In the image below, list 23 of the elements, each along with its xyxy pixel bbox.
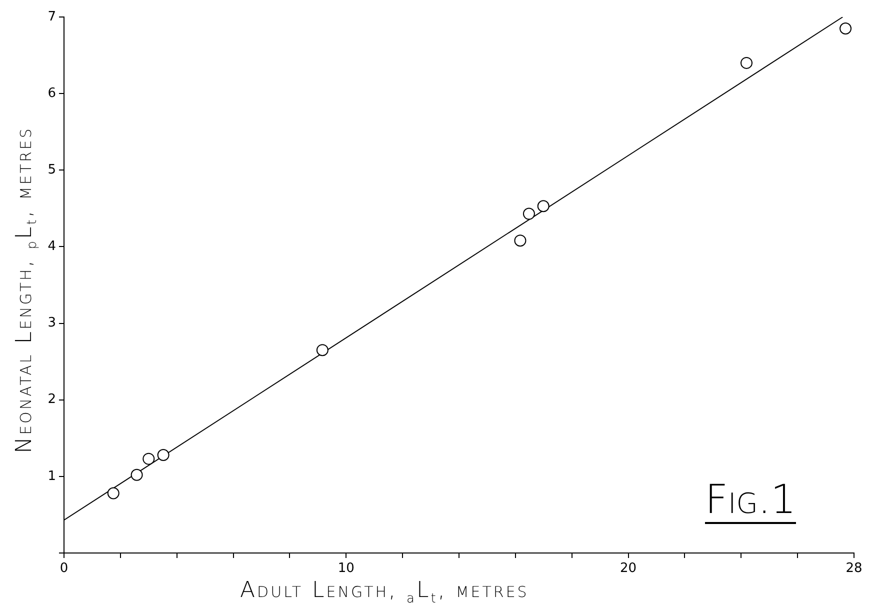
point: [514, 234, 526, 247]
x-axis-title: Adult Length, $_{a}$L$_{t}$, metres: [240, 578, 529, 606]
point: [130, 468, 143, 481]
x-tick-label: 20: [620, 561, 637, 576]
y-tick-label: 3: [48, 316, 56, 331]
x-tick-label: 10: [338, 561, 354, 576]
y-tick-label: 6: [48, 86, 56, 101]
point: [107, 487, 120, 500]
point: [142, 452, 155, 465]
y-tick-label: 4: [48, 239, 56, 254]
point: [840, 22, 852, 34]
point: [522, 208, 535, 220]
point: [740, 56, 753, 69]
y-tick-label: 7: [48, 9, 56, 24]
y-tick-label: 5: [48, 162, 56, 178]
y-tick-label: 1: [48, 468, 56, 484]
point: [316, 344, 328, 356]
x-tick-label: 0: [60, 561, 68, 576]
annotation: Fig.1: [705, 477, 796, 524]
y-tick-label: 2: [48, 392, 56, 408]
x-tick-label: 28: [846, 561, 862, 576]
point: [537, 200, 550, 212]
point: [157, 448, 170, 461]
